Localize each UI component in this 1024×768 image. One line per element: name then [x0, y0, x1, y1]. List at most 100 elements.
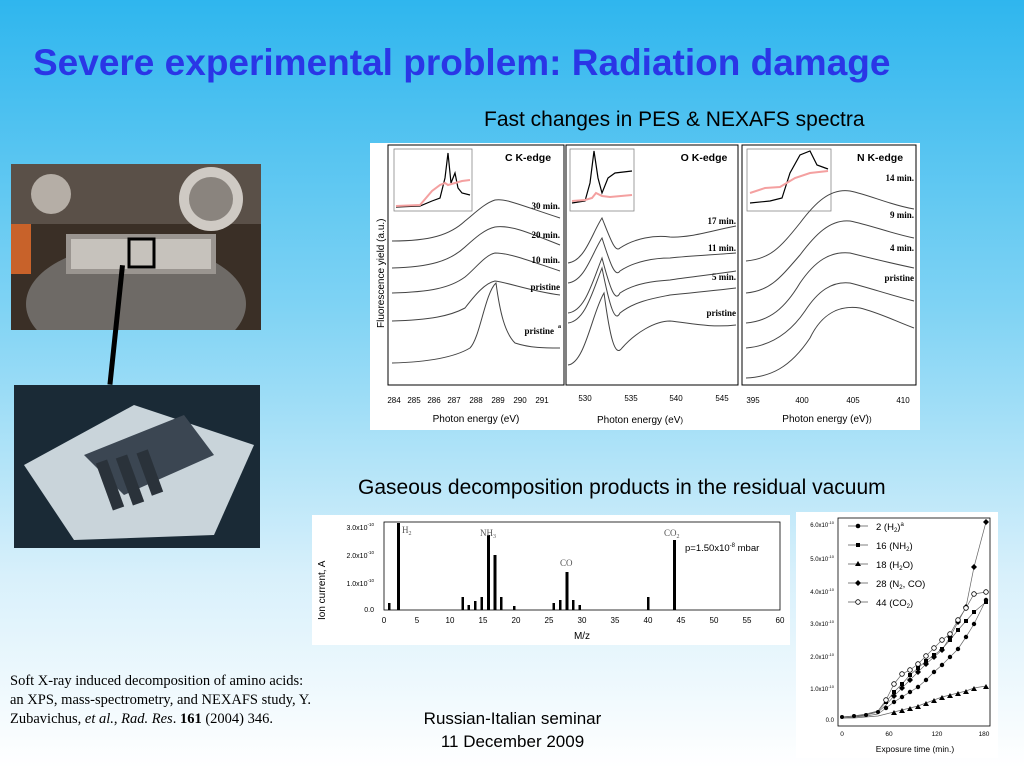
- svg-text:180: 180: [979, 731, 990, 738]
- series-18-markers: [891, 684, 989, 715]
- peak-label-nh3: NH3: [480, 528, 496, 540]
- curve-label: 20 min.: [531, 230, 560, 240]
- svg-text:288: 288: [469, 396, 483, 405]
- svg-text:291: 291: [535, 396, 549, 405]
- curve-label: pristine: [884, 273, 914, 283]
- svg-text:285: 285: [407, 396, 421, 405]
- inset-n: [746, 148, 832, 212]
- svg-text:545: 545: [715, 394, 729, 403]
- curve-label: pristine: [706, 308, 736, 318]
- svg-text:5: 5: [415, 616, 420, 625]
- peak-label-co: CO: [560, 558, 573, 568]
- legend-entry: 18 (H2O): [876, 560, 913, 572]
- curve-label-sup: a: [558, 324, 561, 330]
- curve-label: 4 min.: [890, 243, 914, 253]
- exp-ytick: 0.0: [826, 718, 835, 724]
- svg-text:120: 120: [932, 731, 943, 738]
- series-2-markers: [883, 597, 989, 711]
- exposure-plot: 6.0x10-10 5.0x10-10 4.0x10-10 3.0x10-10 …: [796, 512, 998, 758]
- curve-label: 9 min.: [890, 210, 914, 220]
- svg-text:35: 35: [611, 616, 620, 625]
- svg-text:290: 290: [513, 396, 527, 405]
- exposure-xlabel: Exposure time (min.): [876, 744, 955, 754]
- svg-text:287: 287: [447, 396, 461, 405]
- legend-entry: 2 (H2)a: [876, 522, 904, 534]
- exp-ytick: 1.0x10-10: [810, 684, 835, 693]
- exp-ytick: 3.0x10-10: [810, 619, 835, 628]
- panel-n-k-edge: N K-edge 14 min. 9 min. 4 min. pristine …: [741, 144, 917, 425]
- panel-o-xlabel: Photon energy (eV): [597, 415, 683, 426]
- curve-label: 17 min.: [707, 216, 736, 226]
- svg-text:50: 50: [710, 616, 719, 625]
- svg-text:55: 55: [743, 616, 752, 625]
- curve-label: pristine: [530, 282, 560, 292]
- svg-text:30: 30: [578, 616, 587, 625]
- svg-text:530: 530: [578, 394, 592, 403]
- svg-text:60: 60: [776, 616, 785, 625]
- exp-ytick: 4.0x10-10: [810, 587, 835, 596]
- nexafs-figure: Fluorescence yield (a.u.) C K-edge 30 mi…: [370, 143, 920, 430]
- curve-label: 10 min.: [531, 255, 560, 265]
- svg-text:395: 395: [746, 396, 760, 405]
- reference-citation: Soft X-ray induced decomposition of amin…: [10, 673, 311, 727]
- sample-photo: [14, 385, 260, 548]
- ms-ytick: 2.0x10-10: [346, 550, 374, 560]
- series-44-markers: [883, 589, 989, 703]
- exp-ytick: 2.0x10-10: [810, 652, 835, 661]
- panel-c-k-edge: C K-edge 30 min. 20 min. 10 min. pristin…: [387, 144, 565, 425]
- panel-c-title: C K-edge: [505, 152, 551, 164]
- svg-text:40: 40: [644, 616, 653, 625]
- series-18-line: [842, 685, 987, 719]
- slide-title: Severe experimental problem: Radiation d…: [33, 42, 891, 83]
- panel-c-xlabel: Photon energy (eV): [433, 414, 520, 425]
- ms-ytick: 0.0: [364, 607, 374, 614]
- svg-text:25: 25: [545, 616, 554, 625]
- curve-label: pristine: [524, 326, 554, 336]
- ms-peaks: [388, 523, 676, 610]
- chamber-photo: [11, 164, 261, 330]
- series-44-line: [841, 591, 987, 718]
- svg-text:60: 60: [885, 731, 893, 738]
- panel-n-title: N K-edge: [857, 152, 903, 164]
- nexafs-ylabel: Fluorescence yield (a.u.): [376, 219, 387, 329]
- peak-label-h2: H2: [402, 525, 412, 537]
- svg-text:535: 535: [624, 394, 638, 403]
- ms-ylabel: Ion current, A: [317, 560, 328, 620]
- panel-o-k-edge: O K-edge 17 min. 11 min. 5 min. pristine…: [565, 144, 739, 426]
- svg-text:10: 10: [446, 616, 455, 625]
- svg-text:410: 410: [896, 396, 910, 405]
- ms-ytick: 3.0x10-10: [346, 522, 374, 532]
- curve-label: 5 min.: [712, 272, 736, 282]
- exp-ytick: 6.0x10-10: [810, 520, 835, 529]
- caption-gas: Gaseous decomposition products in the re…: [358, 476, 886, 499]
- curve-label: 11 min.: [708, 243, 736, 253]
- svg-text:20: 20: [512, 616, 521, 625]
- svg-text:0: 0: [382, 616, 387, 625]
- svg-text:289: 289: [491, 396, 505, 405]
- footer-seminar: Russian-Italian seminar 11 December 2009: [423, 709, 602, 751]
- svg-text:540: 540: [669, 394, 683, 403]
- mass-spectrum: Ion current, A 3.0x10-10 2.0x10-10 1.0x1…: [312, 515, 790, 645]
- svg-text:0: 0: [840, 731, 844, 738]
- svg-text:284: 284: [387, 396, 401, 405]
- ms-xlabel: M/z: [574, 631, 590, 642]
- legend-entry: 16 (NH2): [876, 541, 913, 553]
- legend-entry: 44 (CO2): [876, 598, 913, 610]
- peak-label-co2: CO2: [664, 528, 680, 540]
- pressure-label: p=1.50x10-8 mbar: [685, 543, 759, 554]
- svg-text:286: 286: [427, 396, 441, 405]
- exp-ytick: 5.0x10-10: [810, 554, 835, 563]
- svg-text:405: 405: [846, 396, 860, 405]
- svg-text:400: 400: [795, 396, 809, 405]
- legend-entry: 28 (N2, CO): [876, 579, 925, 591]
- panel-o-title: O K-edge: [681, 152, 728, 164]
- panel-n-xlabel: Photon energy (eV)): [782, 414, 872, 425]
- ms-ytick: 1.0x10-10: [346, 578, 374, 588]
- curve-label: 14 min.: [885, 173, 914, 183]
- caption-spectra: Fast changes in PES & NEXAFS spectra: [484, 108, 865, 131]
- inset-c: [393, 148, 473, 212]
- series-2-line: [841, 599, 987, 719]
- svg-text:45: 45: [677, 616, 686, 625]
- curve-label: 30 min.: [531, 201, 560, 211]
- svg-text:15: 15: [479, 616, 488, 625]
